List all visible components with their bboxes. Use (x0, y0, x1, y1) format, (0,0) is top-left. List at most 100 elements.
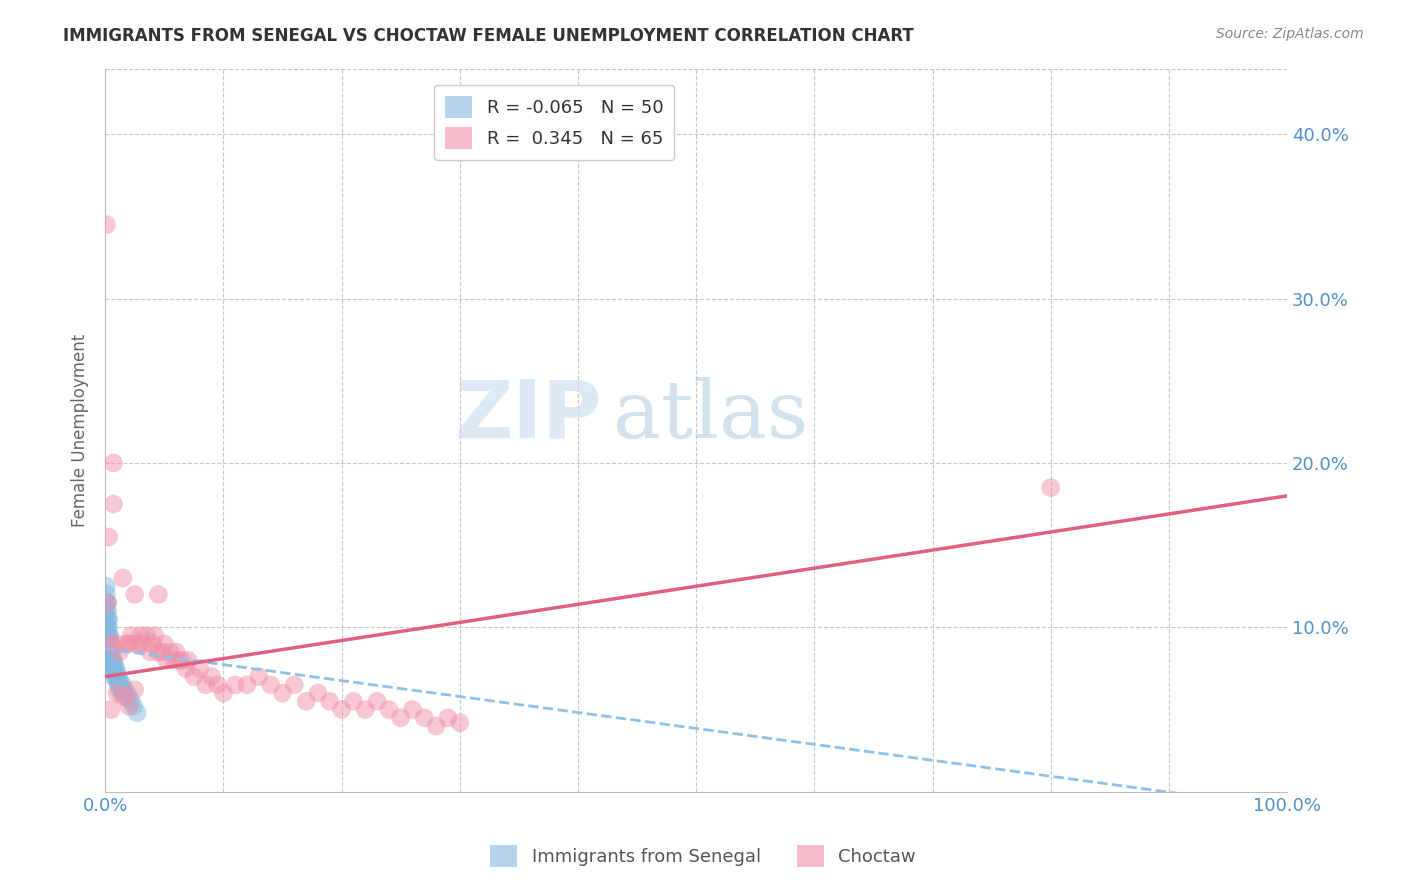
Point (188, 661, 211, 675)
Point (100, 637, 122, 651)
Point (96, 612, 118, 626)
Point (271, 686, 294, 700)
Point (212, 686, 235, 700)
Point (260, 678, 283, 692)
Point (141, 637, 163, 651)
Point (115, 637, 138, 651)
Point (150, 645, 173, 659)
Point (115, 686, 138, 700)
Point (108, 673, 131, 687)
Point (100, 653, 122, 667)
Point (129, 629, 152, 643)
Point (104, 661, 127, 675)
Point (111, 682, 134, 697)
Point (105, 686, 128, 700)
Point (98, 637, 121, 651)
Point (307, 686, 329, 700)
Point (159, 645, 181, 659)
Point (96, 218, 118, 232)
Point (118, 699, 141, 714)
Point (167, 653, 190, 667)
Point (148, 587, 170, 601)
Point (112, 682, 135, 697)
Point (110, 678, 132, 692)
Point (100, 637, 122, 651)
Text: IMMIGRANTS FROM SENEGAL VS CHOCTAW FEMALE UNEMPLOYMENT CORRELATION CHART: IMMIGRANTS FROM SENEGAL VS CHOCTAW FEMAL… (63, 27, 914, 45)
Point (107, 670, 129, 684)
Point (103, 661, 125, 675)
Point (127, 637, 149, 651)
Point (135, 629, 157, 643)
Point (97, 620, 120, 634)
Point (96, 596, 118, 610)
Point (111, 678, 134, 692)
Point (153, 637, 176, 651)
Point (97, 620, 120, 634)
Point (104, 657, 127, 671)
Point (139, 645, 162, 659)
Point (97, 645, 120, 659)
Point (354, 702, 377, 716)
Text: atlas: atlas (613, 376, 808, 455)
Point (120, 629, 142, 643)
Point (111, 571, 134, 585)
Point (97, 596, 120, 610)
Point (183, 670, 205, 684)
Point (104, 666, 127, 681)
Point (105, 673, 128, 687)
Point (101, 653, 124, 667)
Point (101, 661, 124, 675)
Point (378, 702, 401, 716)
Point (124, 682, 146, 697)
Point (224, 678, 246, 692)
Point (170, 653, 193, 667)
Point (103, 670, 125, 684)
Point (107, 678, 129, 692)
Point (127, 706, 149, 720)
Point (100, 645, 122, 659)
Point (97, 629, 120, 643)
Point (124, 587, 146, 601)
Point (101, 645, 124, 659)
Point (97, 612, 120, 626)
Point (366, 694, 388, 708)
Point (342, 694, 364, 708)
Point (194, 678, 217, 692)
Text: Source: ZipAtlas.com: Source: ZipAtlas.com (1216, 27, 1364, 41)
Point (108, 682, 131, 697)
Point (118, 637, 141, 651)
Point (97, 596, 120, 610)
Point (283, 678, 305, 692)
Point (98, 629, 121, 643)
Point (111, 686, 134, 700)
Point (1039, 481, 1062, 495)
Point (437, 711, 460, 725)
Point (177, 653, 200, 667)
Point (114, 690, 136, 704)
Point (124, 637, 146, 651)
Point (97, 612, 120, 626)
Legend: R = -0.065   N = 50, R =  0.345   N = 65: R = -0.065 N = 50, R = 0.345 N = 65 (434, 85, 675, 160)
Point (103, 456, 125, 470)
Point (105, 637, 128, 651)
Point (330, 702, 353, 716)
Point (163, 653, 186, 667)
Point (96, 579, 118, 593)
Point (120, 694, 142, 708)
Point (100, 661, 122, 675)
Point (165, 645, 187, 659)
Point (108, 645, 131, 659)
Point (103, 497, 125, 511)
Point (295, 694, 318, 708)
Point (97, 637, 120, 651)
Point (111, 690, 134, 704)
Point (122, 699, 145, 714)
Point (104, 670, 127, 684)
Point (413, 711, 436, 725)
Point (319, 694, 342, 708)
Point (96, 587, 118, 601)
Point (97, 604, 120, 618)
Point (97, 530, 120, 544)
Point (247, 670, 270, 684)
Point (449, 715, 471, 730)
